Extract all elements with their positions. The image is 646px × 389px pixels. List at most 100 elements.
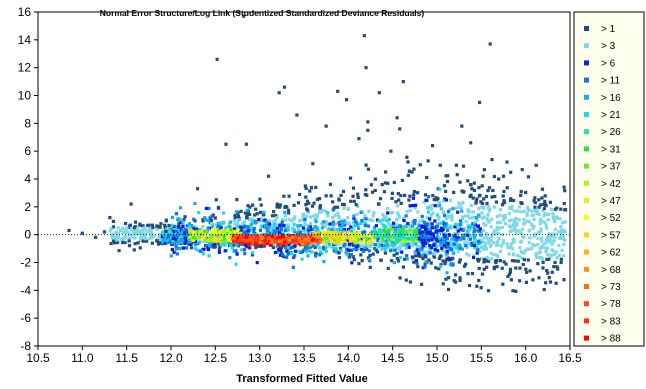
data-point <box>246 238 251 242</box>
data-point <box>370 230 375 234</box>
data-point <box>504 262 508 266</box>
data-point <box>304 236 308 240</box>
data-point <box>439 237 443 242</box>
data-point <box>355 248 359 252</box>
data-point <box>507 252 511 256</box>
data-point <box>481 240 485 244</box>
data-point <box>283 218 288 222</box>
data-point <box>426 159 430 163</box>
data-point <box>411 234 415 238</box>
data-point <box>148 236 152 240</box>
data-point <box>425 250 429 254</box>
data-point <box>218 222 223 226</box>
data-point <box>402 236 406 240</box>
data-point <box>553 207 557 211</box>
data-point <box>234 250 239 254</box>
data-point <box>361 249 366 253</box>
data-point <box>347 233 351 237</box>
data-point <box>489 251 493 255</box>
data-point <box>351 220 355 225</box>
data-point <box>438 163 442 167</box>
data-point <box>285 255 289 259</box>
data-point <box>177 225 181 229</box>
data-point <box>306 228 311 232</box>
data-point <box>242 225 246 229</box>
data-point <box>516 259 520 263</box>
data-point <box>421 250 425 254</box>
data-point <box>397 239 401 243</box>
data-point <box>324 124 328 128</box>
data-point <box>470 272 475 276</box>
data-point <box>415 245 419 249</box>
data-point <box>248 205 252 209</box>
data-point <box>541 243 546 247</box>
data-point <box>334 222 338 226</box>
data-point <box>305 199 310 203</box>
data-point <box>283 205 287 210</box>
data-point <box>453 206 457 211</box>
data-point <box>440 248 445 253</box>
data-point <box>451 241 455 245</box>
data-point <box>179 220 183 225</box>
data-point <box>275 250 280 254</box>
data-point <box>502 201 506 205</box>
data-point <box>200 235 204 240</box>
data-point <box>196 248 200 252</box>
data-point <box>274 237 278 241</box>
data-point <box>432 253 436 257</box>
data-point <box>274 213 278 218</box>
data-point <box>430 224 434 228</box>
legend-swatch <box>584 94 589 100</box>
data-point <box>243 242 247 247</box>
data-point <box>366 238 370 242</box>
data-point <box>381 218 385 222</box>
data-point <box>559 207 563 211</box>
data-point <box>421 244 426 248</box>
data-point <box>431 251 436 255</box>
legend-label: > 16 <box>601 93 621 104</box>
data-point <box>383 251 387 255</box>
chart-title: Normal Error Structure/Log Link (Student… <box>100 8 425 18</box>
data-point <box>455 241 459 246</box>
data-point <box>181 241 185 245</box>
data-point <box>404 246 408 250</box>
data-point <box>277 244 281 248</box>
data-point <box>353 237 358 241</box>
data-point <box>526 206 530 210</box>
data-point <box>373 188 377 193</box>
data-point <box>164 229 168 234</box>
data-point <box>162 234 166 238</box>
data-point <box>196 235 200 239</box>
data-point <box>450 244 454 248</box>
data-point <box>543 199 547 204</box>
data-point <box>428 231 432 235</box>
data-point <box>453 242 457 246</box>
data-point <box>118 229 123 233</box>
data-point <box>234 262 238 266</box>
data-point <box>477 241 481 245</box>
legend-label: > 3 <box>601 41 616 52</box>
data-point <box>445 179 450 184</box>
data-point <box>336 211 340 215</box>
data-point <box>438 203 442 208</box>
data-point <box>416 191 420 195</box>
data-point <box>357 137 361 141</box>
data-point <box>329 239 334 243</box>
data-point <box>427 195 431 199</box>
data-point <box>437 267 441 271</box>
data-point <box>416 253 421 258</box>
data-point <box>396 230 400 234</box>
data-point <box>481 229 485 233</box>
data-point <box>523 221 527 225</box>
data-point <box>376 202 381 206</box>
data-point <box>296 234 300 238</box>
data-point <box>266 231 270 236</box>
data-point <box>245 212 250 216</box>
data-point <box>472 181 476 185</box>
data-point <box>448 207 452 212</box>
data-point <box>181 239 185 243</box>
data-point <box>405 229 409 233</box>
data-point <box>553 260 557 265</box>
data-point <box>314 220 318 224</box>
legend-label: > 31 <box>601 144 621 155</box>
